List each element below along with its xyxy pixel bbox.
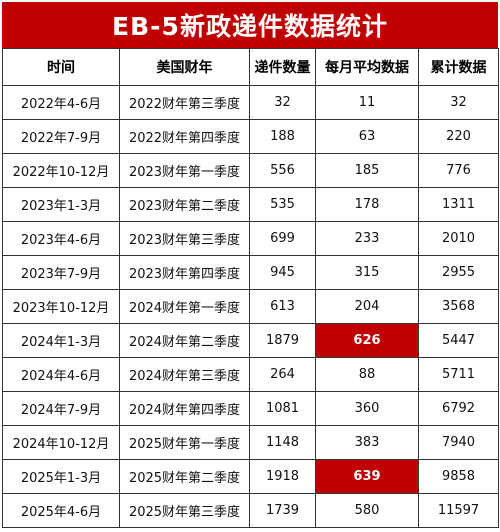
stats-table: 时间 美国财年 递件数量 每月平均数据 累计数据 2022年4-6月 2022财年… — [2, 48, 499, 528]
cell-period: 2025年4-6月 — [2, 493, 120, 528]
cell-count: 1918 — [249, 459, 316, 494]
cell-cumulative: 776 — [418, 153, 499, 188]
cell-monthly-avg: 383 — [315, 425, 419, 460]
table-row: 2025年1-3月 2025财年第二季度 1918 639 9858 — [2, 459, 499, 494]
cell-period: 2024年1-3月 — [2, 323, 120, 358]
cell-monthly-avg: 63 — [315, 119, 419, 154]
table-body: 2022年4-6月 2022财年第三季度 32 11 32 2022年7-9月 2022财年… — [2, 85, 499, 528]
header-row: 时间 美国财年 递件数量 每月平均数据 累计数据 — [2, 48, 499, 86]
cell-cumulative: 5711 — [418, 357, 499, 392]
cell-cumulative: 1311 — [418, 187, 499, 222]
table-row: 2022年10-12月 2023财年第一季度 556 185 776 — [2, 153, 499, 188]
cell-monthly-avg: 233 — [315, 221, 419, 256]
cell-cumulative: 6792 — [418, 391, 499, 426]
table-row: 2022年4-6月 2022财年第三季度 32 11 32 — [2, 85, 499, 120]
cell-fiscal-year: 2024财年第三季度 — [119, 357, 250, 392]
cell-period: 2024年7-9月 — [2, 391, 120, 426]
cell-period: 2024年4-6月 — [2, 357, 120, 392]
cell-fiscal-year: 2023财年第四季度 — [119, 255, 250, 290]
cell-period: 2025年1-3月 — [2, 459, 120, 494]
cell-count: 699 — [249, 221, 316, 256]
table-row: 2023年4-6月 2023财年第三季度 699 233 2010 — [2, 221, 499, 256]
cell-fiscal-year: 2022财年第四季度 — [119, 119, 250, 154]
header-fiscal-year: 美国财年 — [119, 48, 250, 86]
cell-monthly-avg: 626 — [315, 323, 419, 358]
cell-fiscal-year: 2023财年第一季度 — [119, 153, 250, 188]
cell-fiscal-year: 2024财年第一季度 — [119, 289, 250, 324]
cell-fiscal-year: 2024财年第四季度 — [119, 391, 250, 426]
cell-count: 613 — [249, 289, 316, 324]
cell-count: 556 — [249, 153, 316, 188]
cell-monthly-avg: 88 — [315, 357, 419, 392]
cell-fiscal-year: 2025财年第二季度 — [119, 459, 250, 494]
table-row: 2023年10-12月 2024财年第一季度 613 204 3568 — [2, 289, 499, 324]
cell-cumulative: 2955 — [418, 255, 499, 290]
cell-count: 1739 — [249, 493, 316, 528]
cell-count: 32 — [249, 85, 316, 120]
cell-cumulative: 32 — [418, 85, 499, 120]
cell-fiscal-year: 2023财年第三季度 — [119, 221, 250, 256]
cell-monthly-avg: 204 — [315, 289, 419, 324]
cell-period: 2022年4-6月 — [2, 85, 120, 120]
cell-count: 535 — [249, 187, 316, 222]
cell-cumulative: 9858 — [418, 459, 499, 494]
cell-fiscal-year: 2022财年第三季度 — [119, 85, 250, 120]
table-row: 2024年1-3月 2024财年第二季度 1879 626 5447 — [2, 323, 499, 358]
header-cumulative: 累计数据 — [418, 48, 499, 86]
cell-count: 188 — [249, 119, 316, 154]
cell-monthly-avg: 580 — [315, 493, 419, 528]
cell-monthly-avg: 360 — [315, 391, 419, 426]
cell-period: 2022年7-9月 — [2, 119, 120, 154]
cell-fiscal-year: 2025财年第一季度 — [119, 425, 250, 460]
cell-cumulative: 7940 — [418, 425, 499, 460]
cell-period: 2023年1-3月 — [2, 187, 120, 222]
table-row: 2024年4-6月 2024财年第三季度 264 88 5711 — [2, 357, 499, 392]
header-count: 递件数量 — [249, 48, 316, 86]
cell-count: 264 — [249, 357, 316, 392]
cell-count: 945 — [249, 255, 316, 290]
cell-fiscal-year: 2025财年第三季度 — [119, 493, 250, 528]
cell-cumulative: 11597 — [418, 493, 499, 528]
table-row: 2022年7-9月 2022财年第四季度 188 63 220 — [2, 119, 499, 154]
cell-fiscal-year: 2024财年第二季度 — [119, 323, 250, 358]
table-row: 2024年10-12月 2025财年第一季度 1148 383 7940 — [2, 425, 499, 460]
cell-period: 2024年10-12月 — [2, 425, 120, 460]
table-row: 2023年7-9月 2023财年第四季度 945 315 2955 — [2, 255, 499, 290]
cell-period: 2023年10-12月 — [2, 289, 120, 324]
table-row: 2025年4-6月 2025财年第三季度 1739 580 11597 — [2, 493, 499, 528]
cell-count: 1081 — [249, 391, 316, 426]
table-row: 2024年7-9月 2024财年第四季度 1081 360 6792 — [2, 391, 499, 426]
cell-monthly-avg: 11 — [315, 85, 419, 120]
header-period: 时间 — [2, 48, 120, 86]
table-row: 2023年1-3月 2023财年第二季度 535 178 1311 — [2, 187, 499, 222]
cell-monthly-avg: 178 — [315, 187, 419, 222]
cell-cumulative: 2010 — [418, 221, 499, 256]
header-monthly-avg: 每月平均数据 — [315, 48, 419, 86]
cell-cumulative: 3568 — [418, 289, 499, 324]
cell-period: 2022年10-12月 — [2, 153, 120, 188]
cell-monthly-avg: 185 — [315, 153, 419, 188]
cell-count: 1148 — [249, 425, 316, 460]
table-title: EB-5新政递件数据统计 — [2, 2, 498, 48]
cell-monthly-avg: 315 — [315, 255, 419, 290]
cell-cumulative: 220 — [418, 119, 499, 154]
cell-period: 2023年4-6月 — [2, 221, 120, 256]
cell-period: 2023年7-9月 — [2, 255, 120, 290]
cell-monthly-avg: 639 — [315, 459, 419, 494]
cell-count: 1879 — [249, 323, 316, 358]
cell-cumulative: 5447 — [418, 323, 499, 358]
cell-fiscal-year: 2023财年第二季度 — [119, 187, 250, 222]
